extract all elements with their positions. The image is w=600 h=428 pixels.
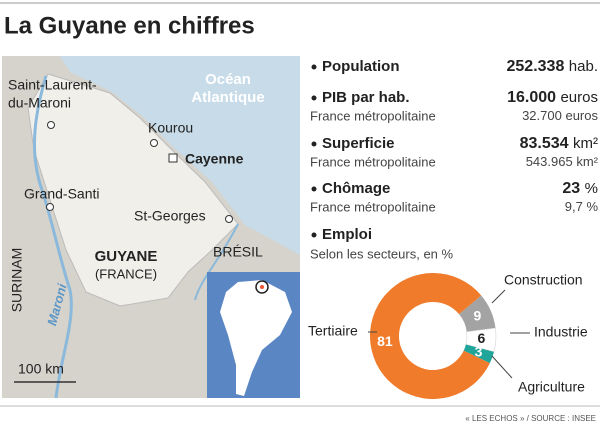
donut-segment [459, 295, 496, 332]
donut-segment [465, 327, 497, 353]
stat-label: Superficie [322, 135, 395, 152]
unit: euros [560, 89, 598, 106]
unit: hab. [569, 58, 598, 75]
map: Océan Atlantique Saint-Laurent- du-Maron… [2, 56, 300, 399]
compare-value: 32.700 euros [522, 108, 598, 123]
category-label: Industrie [534, 324, 588, 340]
stat-label: Population [322, 58, 400, 75]
value-label: 81 [377, 333, 393, 349]
compare-label: France métropolitaine [310, 199, 436, 214]
value-label: 6 [478, 330, 486, 346]
value-label: 3 [475, 343, 483, 359]
donut-segment [370, 273, 490, 399]
ocean-label: Atlantique [191, 89, 264, 106]
bullet [311, 232, 317, 238]
chart-subtitle: Selon les secteurs, en % [310, 246, 454, 261]
stat-value: 252.338 hab. [507, 58, 599, 75]
unit: km² [573, 135, 598, 152]
value: 32.700 [522, 108, 562, 123]
value: 16.000 [507, 89, 556, 106]
stat-label: PIB par hab. [322, 89, 410, 106]
category-label: Agriculture [518, 379, 585, 395]
source: « LES ECHOS » / SOURCE : INSEE [465, 414, 596, 423]
category-label: Tertiaire [308, 323, 358, 339]
value: 543.965 [526, 154, 573, 169]
inset-dot [260, 285, 264, 289]
unit: euros [565, 108, 598, 123]
bullet [311, 141, 317, 147]
title: La Guyane en chiffres [4, 12, 255, 39]
bullet [311, 95, 317, 101]
stats: Population 252.338 hab. PIB par hab. 16.… [310, 58, 599, 261]
sea [60, 56, 300, 255]
city-dot [46, 203, 54, 211]
ocean-label: Océan [205, 71, 251, 88]
scale-label: 100 km [18, 361, 64, 377]
compare-value: 9,7 % [565, 199, 599, 214]
unit: % [585, 180, 598, 197]
compare-label: France métropolitaine [310, 108, 436, 123]
stat-value: 16.000 euros [507, 89, 598, 106]
value: 83.534 [520, 135, 569, 152]
donut-segment [463, 344, 494, 364]
value-label: 9 [474, 307, 482, 323]
place-label: St-Georges [134, 208, 206, 224]
bullet [311, 64, 317, 70]
donut-chart: 9 Construction 6 Industrie 3 Agriculture 81 Ter… [308, 272, 588, 399]
inset-continent [220, 280, 292, 396]
region-label: (FRANCE) [95, 266, 157, 281]
capital-dot [168, 153, 178, 163]
compare-label: France métropolitaine [310, 154, 436, 169]
city-dot [150, 139, 158, 147]
chart-title: Emploi [322, 226, 372, 243]
country-label: BRÉSIL [213, 244, 263, 260]
value: 252.338 [507, 58, 565, 75]
river [32, 75, 73, 399]
value: 9,7 [565, 199, 583, 214]
inset-marker [255, 280, 269, 294]
place-label: Saint-Laurent- [8, 77, 97, 93]
category-label: Construction [504, 272, 583, 288]
stat-label: Chômage [322, 180, 390, 197]
unit: % [586, 199, 598, 214]
river-east [194, 223, 239, 301]
stat-value: 23 % [562, 180, 598, 197]
leader-line [491, 289, 506, 304]
region-label: GUYANE [95, 248, 158, 265]
stat-value: 83.534 km² [520, 135, 598, 152]
leader-line [491, 355, 513, 379]
place-label: Cayenne [185, 151, 244, 167]
city-dot [47, 121, 55, 129]
country-label: SURINAM [9, 248, 25, 313]
compare-value: 543.965 km² [526, 154, 599, 169]
place-label: du-Maroni [8, 95, 71, 111]
guyane-land [27, 73, 239, 307]
place-label: Kourou [148, 120, 193, 136]
value: 23 [562, 180, 580, 197]
unit: km² [576, 154, 598, 169]
place-label: Grand-Santi [24, 186, 99, 202]
bullet [311, 186, 317, 192]
city-dot [225, 215, 233, 223]
